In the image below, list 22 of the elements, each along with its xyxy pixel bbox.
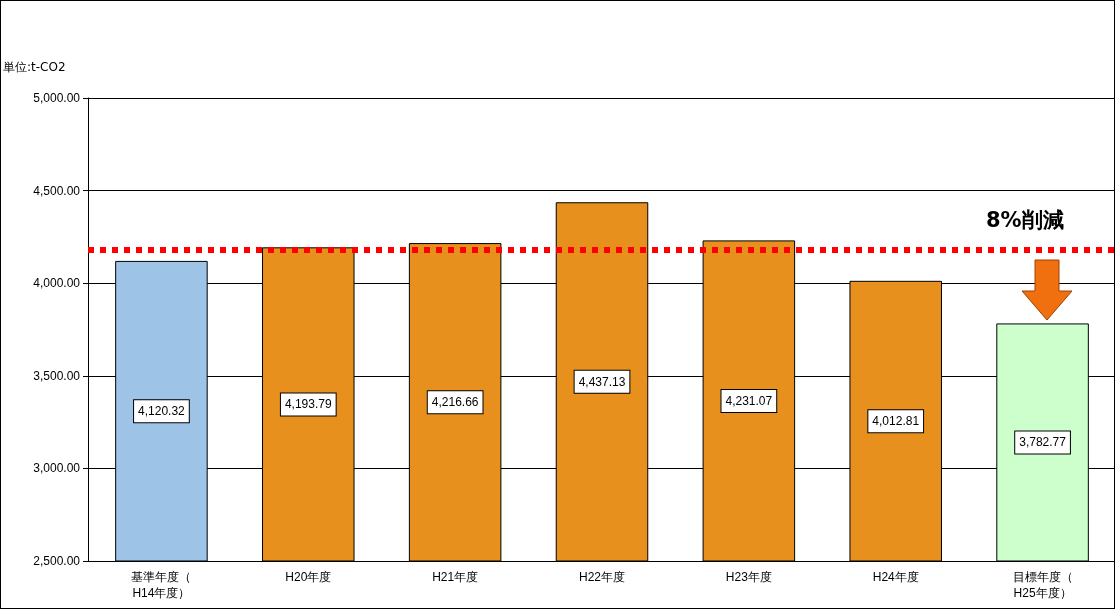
x-tick-label: H24年度 [872,570,919,584]
x-tick-label: H21年度 [432,570,479,584]
y-tick-label: 3,000.00 [33,461,81,476]
x-tick-label: H23年度 [725,570,772,584]
y-tick-label: 3,500.00 [33,368,81,383]
y-tick-label: 2,500.00 [33,554,81,568]
y-tick-label: 4,000.00 [33,276,81,291]
data-label: 3,782.77 [1019,435,1067,450]
data-label: 4,231.07 [725,393,773,408]
y-tick-label: 5,000.00 [33,91,81,105]
x-tick-label: 基準年度（H14年度） [131,570,192,600]
annotation: 8%削減 [986,207,1064,234]
data-label: 4,193.79 [284,397,332,412]
data-label: 4,216.66 [431,395,479,410]
y-axis-title: 単位:t-CO2 [3,59,66,76]
data-label: 4,437.13 [578,374,626,389]
data-label: 4,012.81 [872,414,920,429]
x-tick-label: H22年度 [578,570,626,584]
data-label: 4,120.32 [138,404,186,419]
x-tick-label: H20年度 [285,570,332,584]
x-tick-label: 目標年度（H25年度） [1012,570,1073,600]
y-tick-label: 4,500.00 [33,183,81,198]
